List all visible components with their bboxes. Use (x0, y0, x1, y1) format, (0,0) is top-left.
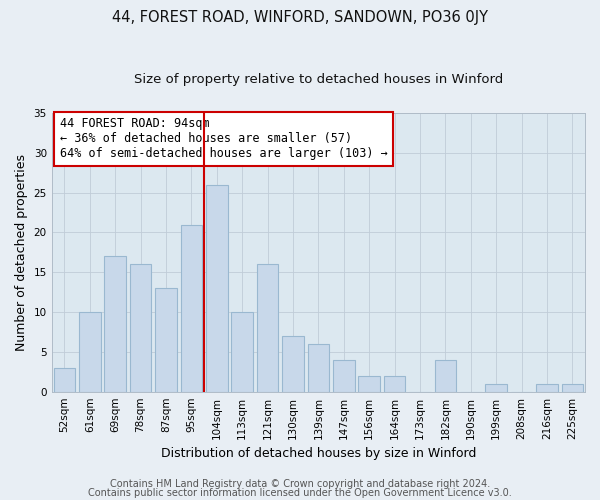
Bar (257, 264, 278, 392)
Y-axis label: Number of detached properties: Number of detached properties (15, 154, 28, 351)
Title: Size of property relative to detached houses in Winford: Size of property relative to detached ho… (134, 72, 503, 86)
Text: 44, FOREST ROAD, WINFORD, SANDOWN, PO36 0JY: 44, FOREST ROAD, WINFORD, SANDOWN, PO36 … (112, 10, 488, 25)
Bar (130, 264, 151, 392)
Bar (79, 312, 101, 392)
Bar (358, 376, 380, 392)
Bar (308, 344, 329, 392)
Bar (434, 360, 456, 392)
Bar (536, 384, 557, 392)
Bar (53, 368, 75, 392)
Bar (562, 384, 583, 392)
Bar (206, 184, 227, 392)
Text: Contains HM Land Registry data © Crown copyright and database right 2024.: Contains HM Land Registry data © Crown c… (110, 479, 490, 489)
Bar (181, 224, 202, 392)
Bar (333, 360, 355, 392)
Bar (232, 312, 253, 392)
Text: 44 FOREST ROAD: 94sqm
← 36% of detached houses are smaller (57)
64% of semi-deta: 44 FOREST ROAD: 94sqm ← 36% of detached … (59, 117, 388, 160)
Text: Contains public sector information licensed under the Open Government Licence v3: Contains public sector information licen… (88, 488, 512, 498)
Bar (384, 376, 406, 392)
Bar (104, 256, 126, 392)
Bar (282, 336, 304, 392)
X-axis label: Distribution of detached houses by size in Winford: Distribution of detached houses by size … (161, 447, 476, 460)
Bar (155, 288, 177, 392)
Bar (485, 384, 507, 392)
